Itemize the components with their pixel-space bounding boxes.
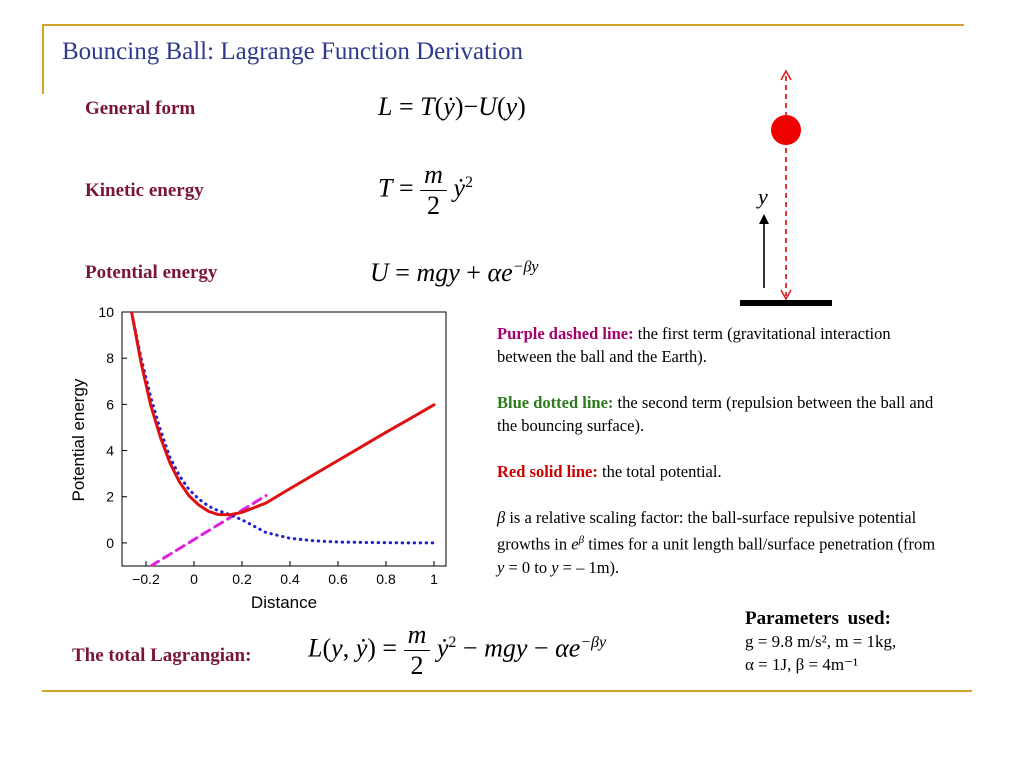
x-tick-label: −0.2 bbox=[132, 571, 160, 587]
series-dashed-line bbox=[149, 494, 268, 566]
red-heading: Red solid line: bbox=[497, 462, 598, 481]
bottom-rule bbox=[42, 690, 972, 692]
kinetic-energy-label: Kinetic energy bbox=[85, 180, 204, 201]
purple-description: Purple dashed line: the first term (grav… bbox=[497, 322, 937, 368]
parameters-box: Parameters used: g = 9.8 m/s², m = 1kg, … bbox=[745, 607, 896, 676]
y-tick-label: 4 bbox=[106, 443, 114, 459]
potential-energy-equation: U = mgy + αe−βy bbox=[370, 258, 539, 287]
general-form-label: General form bbox=[85, 98, 196, 119]
x-tick-label: 0.2 bbox=[232, 571, 252, 587]
beta-text-2: times for a unit length ball/surface pen… bbox=[584, 534, 936, 554]
blue-text: the second term (repulsion between the b… bbox=[497, 393, 934, 435]
red-description: Red solid line: the total potential. bbox=[497, 460, 937, 483]
x-tick-label: 0.8 bbox=[376, 571, 396, 587]
total-lagrangian-label: The total Lagrangian: bbox=[72, 645, 252, 666]
parameters-line-2: α = 1J, β = 4m⁻¹ bbox=[745, 655, 859, 674]
potential-energy-chart: −0.2 0 0.2 0.4 0.6 0.8 1 0 2 4 6 8 10 Distance Pote… bbox=[69, 304, 447, 612]
up-arrow-icon bbox=[780, 69, 792, 81]
beta-symbol: β bbox=[497, 508, 506, 527]
beta-text-4: = – 1m). bbox=[558, 557, 620, 577]
y-axis-label: Potential energy bbox=[69, 378, 88, 501]
floor-surface bbox=[740, 300, 832, 306]
series-solid-line bbox=[130, 312, 436, 517]
ball bbox=[771, 115, 801, 145]
x-tick-label: 0.6 bbox=[328, 571, 348, 587]
down-arrow-icon bbox=[780, 289, 792, 301]
beta-sup: β bbox=[578, 534, 585, 546]
blue-description: Blue dotted line: the second term (repul… bbox=[497, 391, 937, 437]
y-tick-label: 0 bbox=[106, 535, 114, 551]
left-rule bbox=[42, 24, 44, 94]
beta-text-3: = 0 to bbox=[504, 557, 552, 577]
height-arrow-icon bbox=[759, 214, 769, 224]
beta-text-1: is a relative scaling factor: the ball-s… bbox=[497, 508, 917, 554]
y-tick-label: 10 bbox=[98, 304, 114, 320]
y-tick-label: 2 bbox=[106, 489, 114, 505]
red-text: the total potential. bbox=[597, 462, 722, 481]
parameters-heading: Parameters used: bbox=[745, 608, 891, 629]
beta-y2: y bbox=[551, 557, 559, 577]
series-dotted-line bbox=[130, 312, 436, 545]
beta-y1: y bbox=[497, 557, 505, 577]
top-rule bbox=[42, 24, 964, 26]
x-tick-label: 1 bbox=[430, 571, 438, 587]
x-tick-label: 0.4 bbox=[280, 571, 300, 587]
parameters-line-1: g = 9.8 m/s², m = 1kg, bbox=[745, 632, 897, 651]
purple-heading: Purple dashed line: bbox=[497, 324, 634, 343]
height-label: y bbox=[756, 184, 768, 209]
beta-description: β is a relative scaling factor: the ball… bbox=[497, 506, 937, 579]
x-axis-label: Distance bbox=[251, 593, 317, 612]
slide-title: Bouncing Ball: Lagrange Function Derivat… bbox=[62, 38, 524, 65]
general-form-equation: L = T(ẏ)−U(y) bbox=[378, 92, 526, 121]
bouncing-ball-diagram: y bbox=[740, 69, 832, 306]
curve-description: Purple dashed line: the first term (grav… bbox=[497, 322, 937, 602]
potential-energy-label: Potential energy bbox=[85, 262, 218, 283]
purple-text: the first term (gravitational interactio… bbox=[497, 324, 891, 366]
beta-e: e bbox=[571, 534, 579, 554]
x-tick-label: 0 bbox=[190, 571, 198, 587]
y-tick-label: 6 bbox=[106, 396, 114, 412]
blue-heading: Blue dotted line: bbox=[497, 393, 614, 412]
plot-frame bbox=[121, 311, 447, 567]
y-tick-label: 8 bbox=[106, 350, 114, 366]
